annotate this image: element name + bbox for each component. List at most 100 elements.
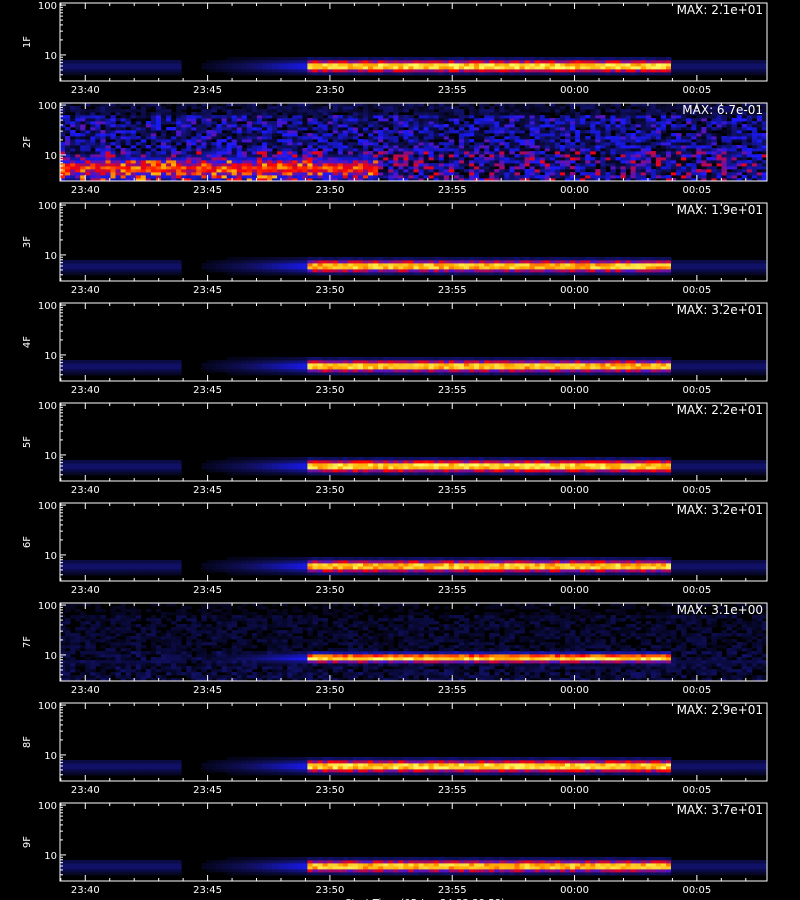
heatmap-cell bbox=[630, 124, 637, 128]
heatmap-cell bbox=[751, 263, 758, 267]
heatmap-cell bbox=[494, 142, 500, 146]
heatmap-cell bbox=[655, 163, 662, 167]
heatmap-cell bbox=[666, 148, 672, 152]
heatmap-cell bbox=[347, 178, 354, 182]
heatmap-cell bbox=[327, 112, 334, 116]
heatmap-cell bbox=[610, 157, 616, 161]
heatmap-cell bbox=[534, 121, 541, 125]
heatmap-cell bbox=[125, 118, 132, 122]
heatmap-cell bbox=[565, 63, 571, 67]
heatmap-cell bbox=[570, 145, 576, 149]
heatmap-cell bbox=[80, 148, 86, 152]
heatmap-cell bbox=[75, 60, 81, 64]
heatmap-cell bbox=[181, 115, 187, 119]
heatmap-cell bbox=[342, 69, 349, 73]
heatmap-cell bbox=[161, 136, 167, 140]
heatmap-cell bbox=[70, 133, 76, 137]
heatmap-cell bbox=[549, 148, 556, 152]
heatmap-cell bbox=[756, 127, 763, 131]
heatmap-cell bbox=[625, 148, 632, 152]
heatmap-cell bbox=[150, 154, 157, 158]
heatmap-cell bbox=[246, 127, 253, 131]
heatmap-cell bbox=[186, 151, 192, 155]
heatmap-cell bbox=[585, 124, 591, 128]
heatmap-cell bbox=[211, 133, 217, 137]
heatmap-cell bbox=[357, 112, 364, 116]
heatmap-cell bbox=[696, 112, 702, 116]
heatmap-cell bbox=[539, 69, 546, 73]
heatmap-cell bbox=[458, 118, 465, 122]
heatmap-cell bbox=[277, 154, 283, 158]
heatmap-cell bbox=[580, 103, 586, 107]
heatmap-cell bbox=[676, 169, 682, 173]
heatmap-cell bbox=[393, 163, 399, 167]
heatmap-cell bbox=[726, 269, 733, 273]
heatmap-cell bbox=[676, 160, 682, 164]
heatmap-cell bbox=[746, 136, 753, 140]
heatmap-cell bbox=[292, 172, 298, 176]
heatmap-cell bbox=[211, 124, 217, 128]
heatmap-cell bbox=[282, 133, 288, 137]
heatmap-cell bbox=[590, 260, 596, 264]
heatmap-cell bbox=[246, 266, 253, 270]
heatmap-cell bbox=[570, 63, 576, 67]
heatmap-cell bbox=[292, 136, 298, 140]
heatmap-cell bbox=[660, 257, 667, 261]
heatmap-cell bbox=[357, 124, 364, 128]
heatmap-cell bbox=[246, 103, 253, 107]
heatmap-cell bbox=[110, 121, 116, 125]
heatmap-cell bbox=[201, 142, 207, 146]
heatmap-cell bbox=[221, 118, 228, 122]
heatmap-cell bbox=[337, 269, 344, 273]
heatmap-cell bbox=[241, 272, 248, 276]
heatmap-cell bbox=[342, 57, 349, 61]
heatmap-cell bbox=[479, 142, 485, 146]
heatmap-cell bbox=[676, 148, 682, 152]
heatmap-cell bbox=[312, 157, 318, 161]
heatmap-cell bbox=[65, 136, 71, 140]
heatmap-cell bbox=[176, 72, 182, 76]
heatmap-cell bbox=[681, 112, 687, 116]
heatmap-cell bbox=[590, 172, 596, 176]
heatmap-cell bbox=[620, 266, 626, 270]
heatmap-cell bbox=[726, 142, 733, 146]
heatmap-cell bbox=[262, 157, 268, 161]
heatmap-cell bbox=[635, 130, 642, 134]
heatmap-cell bbox=[625, 109, 632, 113]
heatmap-cell bbox=[489, 266, 495, 270]
heatmap-cell bbox=[600, 72, 606, 76]
heatmap-cell bbox=[241, 69, 248, 73]
heatmap-cell bbox=[676, 112, 682, 116]
heatmap-cell bbox=[676, 142, 682, 146]
heatmap-cell bbox=[347, 157, 354, 161]
heatmap-cell bbox=[403, 121, 409, 125]
heatmap-cell bbox=[60, 109, 66, 113]
heatmap-cell bbox=[681, 106, 687, 110]
heatmap-cell bbox=[100, 160, 106, 164]
heatmap-cell bbox=[504, 175, 510, 179]
heatmap-cell bbox=[297, 169, 303, 173]
heatmap-cell bbox=[761, 115, 768, 119]
heatmap-cell bbox=[221, 103, 228, 107]
heatmap-cell bbox=[554, 109, 561, 113]
heatmap-cell bbox=[681, 60, 687, 64]
heatmap-cell bbox=[211, 266, 217, 270]
heatmap-cell bbox=[691, 142, 697, 146]
heatmap-cell bbox=[448, 136, 455, 140]
heatmap-cell bbox=[660, 151, 667, 155]
heatmap-cell bbox=[231, 166, 238, 170]
heatmap-cell bbox=[514, 136, 520, 140]
heatmap-cell bbox=[246, 121, 253, 125]
heatmap-cell bbox=[529, 163, 536, 167]
heatmap-cell bbox=[681, 263, 687, 267]
heatmap-cell bbox=[322, 139, 329, 143]
heatmap-cell bbox=[352, 169, 359, 173]
heatmap-cell bbox=[731, 260, 738, 264]
heatmap-cell bbox=[216, 106, 222, 110]
heatmap-cell bbox=[65, 157, 71, 161]
heatmap-cell bbox=[640, 133, 647, 137]
heatmap-cell bbox=[570, 272, 576, 276]
heatmap-cell bbox=[171, 172, 177, 176]
heatmap-cell bbox=[267, 166, 273, 170]
heatmap-cell bbox=[630, 115, 637, 119]
